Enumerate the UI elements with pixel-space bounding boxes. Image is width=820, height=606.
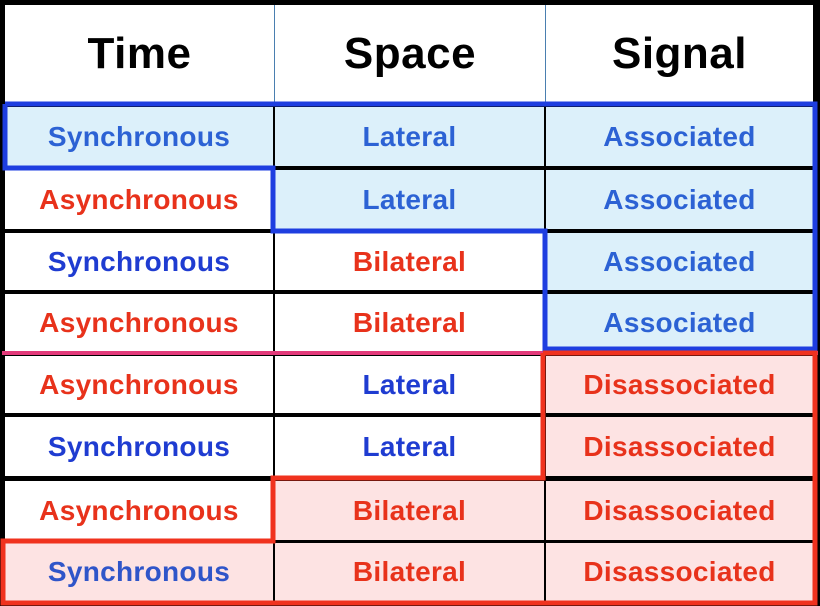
cell-time: Synchronous: [5, 107, 273, 166]
cell-time: Synchronous: [5, 417, 273, 476]
cell-time: Asynchronous: [5, 294, 273, 351]
cell-space: Bilateral: [275, 233, 544, 290]
table-row: Asynchronous Bilateral Disassociated: [5, 481, 813, 540]
table-row: Asynchronous Lateral Associated: [5, 170, 813, 229]
cell-space: Bilateral: [275, 481, 544, 540]
cell-time: Asynchronous: [5, 481, 273, 540]
cell-time: Asynchronous: [5, 356, 273, 413]
cell-time: Asynchronous: [5, 170, 273, 229]
cell-time: Synchronous: [5, 233, 273, 290]
cell-signal: Associated: [546, 233, 813, 290]
cell-space: Lateral: [275, 107, 544, 166]
header-space: Space: [343, 29, 477, 78]
table-row: Asynchronous Bilateral Associated: [5, 294, 813, 351]
table-row: Synchronous Lateral Disassociated: [5, 417, 813, 476]
cell-space: Bilateral: [275, 543, 544, 601]
cell-signal: Disassociated: [546, 417, 813, 476]
table-row: Synchronous Bilateral Associated: [5, 233, 813, 290]
cell-time: Synchronous: [5, 543, 273, 601]
cell-space: Lateral: [275, 170, 544, 229]
cell-signal: Disassociated: [546, 543, 813, 601]
table-row: Synchronous Bilateral Disassociated: [5, 543, 813, 601]
table-row: Synchronous Lateral Associated: [5, 107, 813, 166]
cell-signal: Associated: [546, 170, 813, 229]
cell-signal: Disassociated: [546, 481, 813, 540]
cell-signal: Associated: [546, 107, 813, 166]
header-divider: [545, 5, 546, 103]
table-row: Asynchronous Lateral Disassociated: [5, 356, 813, 413]
header-time: Time: [87, 29, 192, 78]
cell-space: Lateral: [275, 417, 544, 476]
cell-signal: Associated: [546, 294, 813, 351]
cell-space: Lateral: [275, 356, 544, 413]
cell-signal: Disassociated: [546, 356, 813, 413]
header-divider: [274, 5, 275, 103]
header-signal: Signal: [611, 29, 748, 78]
cell-space: Bilateral: [275, 294, 544, 351]
table-header: Time Space Signal: [5, 5, 813, 103]
